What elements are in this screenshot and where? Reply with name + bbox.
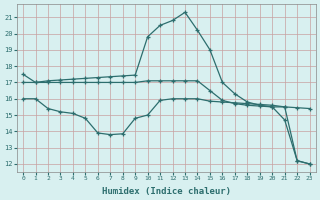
X-axis label: Humidex (Indice chaleur): Humidex (Indice chaleur) [102, 187, 231, 196]
